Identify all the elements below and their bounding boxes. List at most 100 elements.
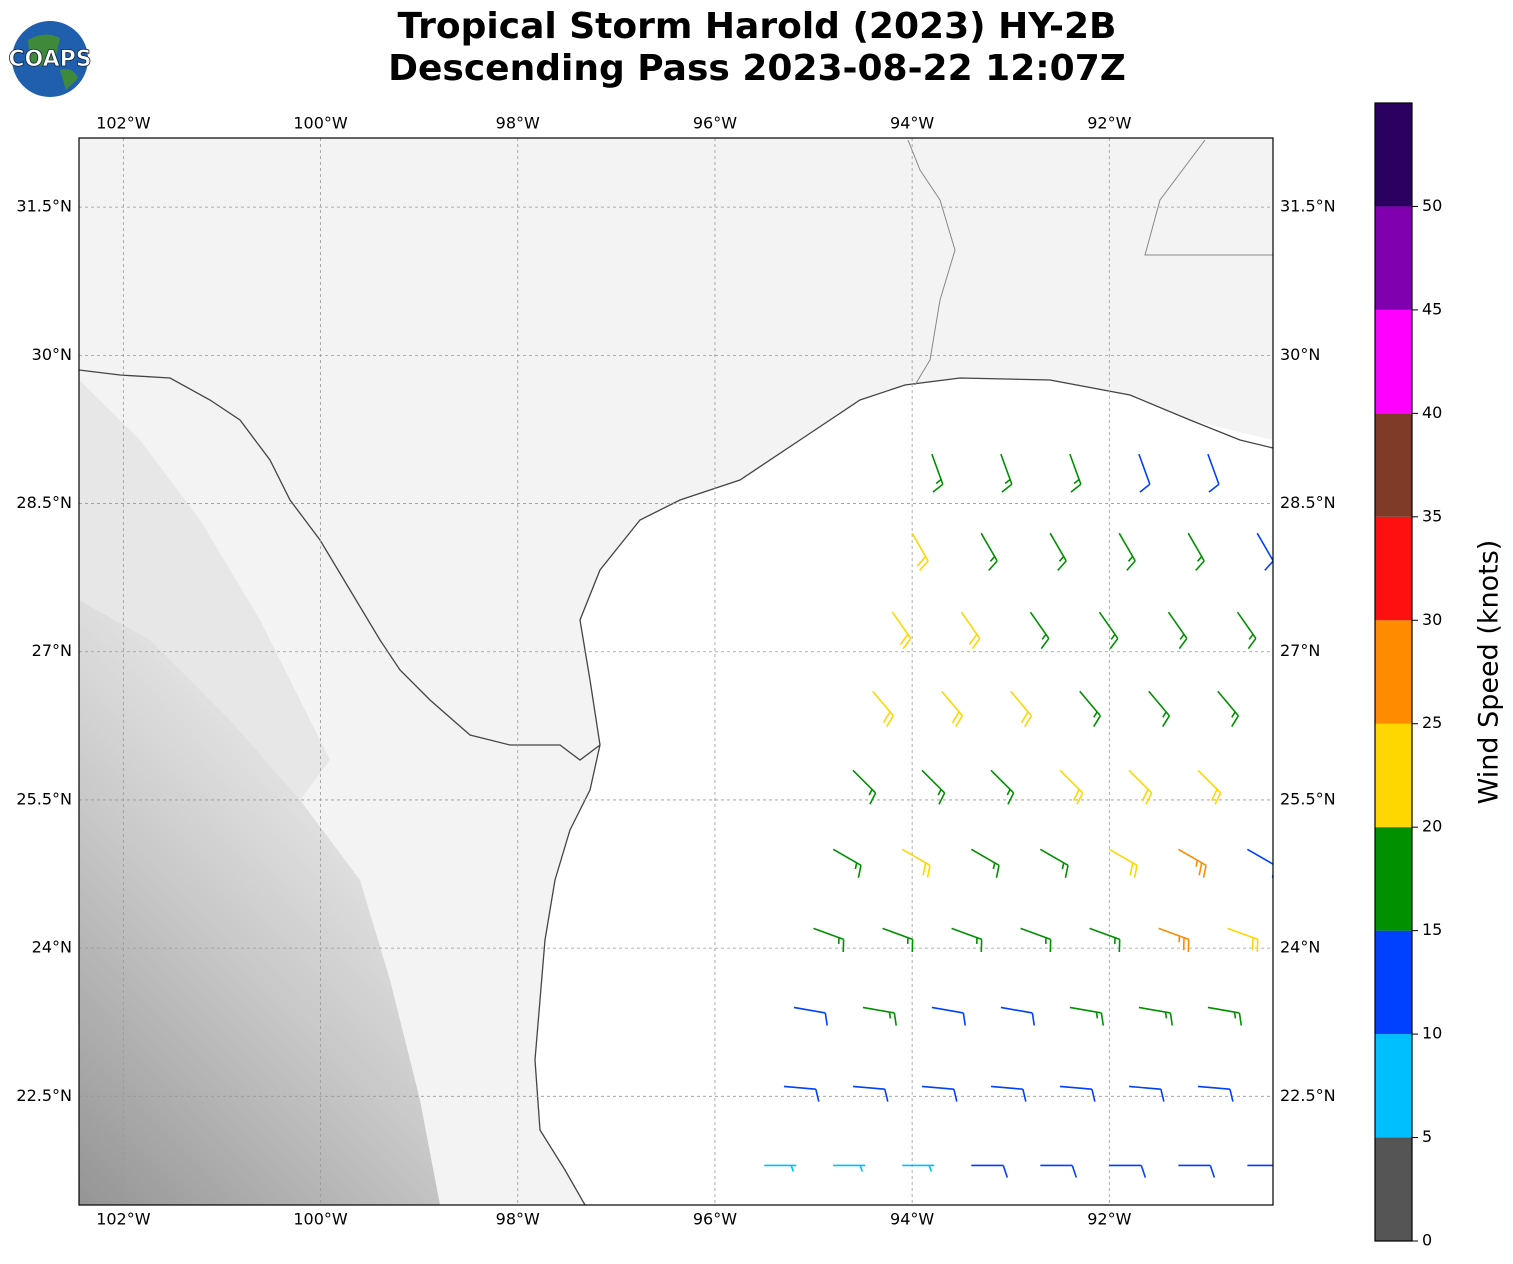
wind-barb [764, 1164, 797, 1172]
lon-tick-label: 94°W [890, 1210, 934, 1229]
wind-barb [1227, 927, 1259, 952]
wind-barb [1118, 532, 1136, 571]
lon-tick-label: 96°W [693, 1210, 737, 1229]
lat-tick-label: 30°N [1280, 345, 1320, 364]
colorbar-tick-label: 40 [1422, 403, 1442, 422]
wind-barb [1059, 769, 1084, 805]
wind-barb [990, 1085, 1027, 1102]
wind-barb [852, 769, 877, 805]
colorbar-tick-label: 0 [1422, 1231, 1432, 1250]
border [79, 369, 601, 761]
coastline [534, 377, 1273, 1205]
lat-tick-label: 27°N [32, 641, 72, 660]
wind-barb [1079, 690, 1102, 727]
subtitle: Descending Pass 2023-08-22 12:07Z [388, 48, 1126, 89]
lat-tick-label: 25.5°N [16, 789, 72, 808]
colorbar-band [1375, 516, 1412, 621]
land [79, 138, 1273, 1205]
wind-barb [1039, 848, 1069, 878]
wind-barb [1010, 690, 1032, 727]
wind-barb [1148, 690, 1171, 727]
lat-tick-label: 30°N [32, 345, 72, 364]
wind-barb [951, 927, 983, 952]
wind-barb [1000, 453, 1013, 493]
wind-barb [1198, 1085, 1234, 1102]
lat-tick-label: 31.5°N [16, 197, 72, 216]
lon-tick-label: 96°W [693, 114, 737, 133]
lat-tick-label: 24°N [32, 938, 72, 957]
wind-barb [1109, 1164, 1147, 1178]
wind-barb [911, 532, 929, 571]
colorbar-tick-label: 25 [1422, 713, 1442, 732]
wind-barb [1108, 848, 1138, 878]
wind-barb [852, 1085, 889, 1102]
lat-tick-label: 22.5°N [16, 1086, 72, 1105]
lat-tick-label: 28.5°N [16, 493, 72, 512]
wind-barb [931, 453, 944, 493]
colorbar-band [1375, 1034, 1412, 1138]
wind-barb [970, 848, 1000, 878]
wind-barb [1138, 1006, 1174, 1026]
colorbar-band [1375, 309, 1412, 414]
wind-barb [1177, 848, 1207, 878]
wind-barb [1049, 532, 1067, 571]
lon-tick-label: 100°W [293, 114, 348, 133]
colorbar-tick-label: 50 [1422, 196, 1442, 215]
wind-barb [1098, 611, 1119, 650]
logo-text: COAPS [8, 47, 91, 72]
lat-tick-label: 28.5°N [1280, 493, 1336, 512]
title: Tropical Storm Harold (2023) HY-2B [398, 6, 1117, 47]
wind-barb [891, 611, 912, 650]
wind-barb [960, 611, 981, 650]
terrain [79, 380, 330, 800]
colorbar-band [1375, 103, 1412, 207]
wind-barbs [764, 453, 1273, 1178]
lon-tick-label: 94°W [890, 114, 934, 133]
ticks: 102°W 102°W 100°W 100°W 98°W 98°W 96°W 96°W 94°W… [16, 114, 1335, 1229]
wind-barb [832, 848, 862, 878]
wind-barb [1217, 690, 1240, 727]
lon-tick-label: 102°W [96, 114, 151, 133]
colorbar-tick-label: 30 [1422, 610, 1442, 629]
wind-barb [990, 769, 1015, 805]
wind-barb [872, 690, 894, 727]
lat-tick-label: 25.5°N [1280, 789, 1336, 808]
wind-barb [921, 1085, 958, 1102]
wind-barb [1167, 611, 1188, 650]
colorbar-band [1375, 1137, 1412, 1241]
colorbar-tick-label: 45 [1422, 299, 1442, 318]
wind-barb [1059, 1085, 1096, 1102]
wind-barb [1138, 453, 1151, 493]
wind-barb [1207, 1006, 1243, 1026]
wind-barb [1236, 611, 1257, 650]
colorbar-tick-label: 20 [1422, 817, 1442, 836]
wind-barb [793, 1006, 828, 1026]
wind-barb [901, 848, 931, 878]
lat-tick-label: 27°N [1280, 641, 1320, 660]
wind-barb [931, 1006, 967, 1026]
colorbar-tick-label: 10 [1422, 1024, 1442, 1043]
colorbar-tick-label: 35 [1422, 506, 1442, 525]
border [907, 139, 956, 386]
wind-barb [1247, 1164, 1273, 1167]
lat-tick-label: 22.5°N [1280, 1086, 1336, 1105]
gridlines [79, 138, 1273, 1205]
colorbar-frame [1374, 102, 1413, 1242]
lon-tick-label: 98°W [496, 1210, 540, 1229]
colorbar: 0 5 10 15 20 25 30 35 40 45 50 [1374, 102, 1442, 1250]
wind-barb [783, 1085, 820, 1102]
wind-barb [1069, 1006, 1105, 1026]
wind-barb [971, 1164, 1009, 1178]
wind-barb [1069, 453, 1082, 493]
lon-tick-label: 98°W [496, 114, 540, 133]
wind-barb [1029, 611, 1050, 650]
lon-tick-label: 92°W [1087, 114, 1131, 133]
wind-barb [1158, 927, 1190, 952]
logo-land [28, 34, 78, 90]
wind-barb [941, 690, 963, 727]
terrain [79, 600, 440, 1205]
wind-barb [1040, 1164, 1078, 1178]
wind-barb [1089, 927, 1121, 952]
wind-barb [813, 927, 845, 952]
